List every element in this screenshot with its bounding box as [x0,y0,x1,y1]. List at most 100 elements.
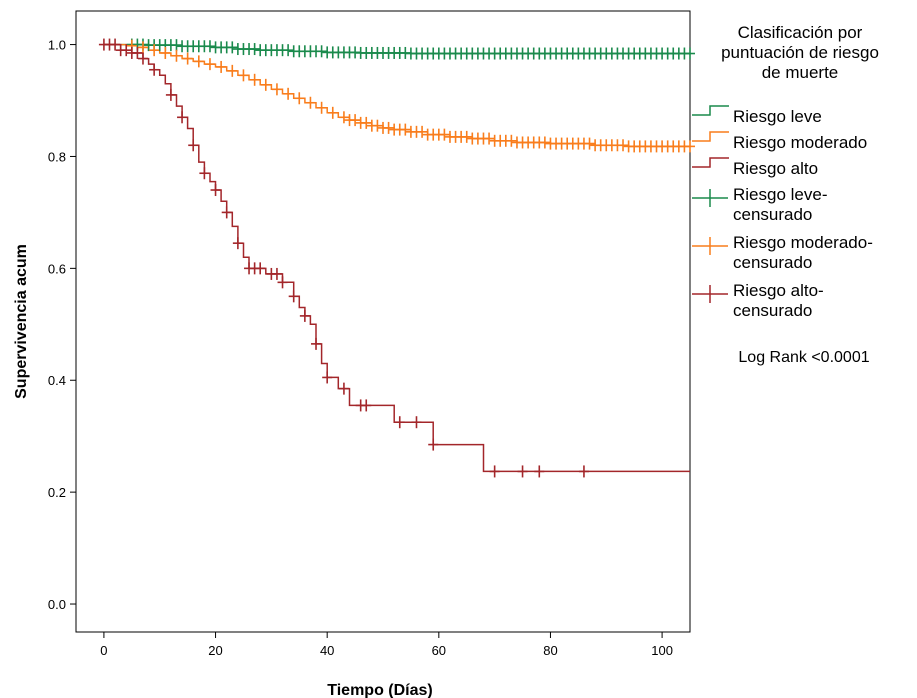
censor-mark [517,465,528,478]
censor-mark [137,52,148,65]
censor-mark [411,416,422,429]
legend-label: Riesgo leve [733,107,822,126]
censor-mark [685,47,695,60]
censor-mark [232,237,243,250]
censor-mark [137,41,148,54]
censor-mark [271,267,282,280]
legend-label: Riesgo moderado- [733,233,873,252]
censor-mark [584,137,595,150]
y-tick-label: 0.2 [48,485,66,500]
censor-mark [288,290,299,303]
censor-mark [372,119,383,132]
legend-entry: Riesgo leve-censurado [692,185,828,224]
legend-label: censurado [733,205,812,224]
censor-mark [121,44,132,57]
censor-mark [216,60,227,73]
censor-mark [238,69,249,82]
censor-mark [539,136,550,149]
censor-mark [204,40,215,53]
censor-mark [199,167,210,180]
censor-mark [204,58,215,71]
legend-swatch [692,131,729,142]
legend-entry: Riesgo alto-censurado [692,281,824,320]
legend-entry: Riesgo moderado-censurado [692,233,873,272]
censor-mark [255,262,266,275]
y-tick-label: 1.0 [48,38,66,53]
legend-entry: Riesgo alto [692,157,818,178]
censor-mark [461,130,472,143]
censor-mark [283,44,294,57]
x-axis-title: Tiempo (Días) [327,682,433,698]
censor-mark [383,121,394,134]
x-tick-label: 40 [320,643,334,658]
x-tick-label: 60 [432,643,446,658]
x-tick-label: 80 [543,643,557,658]
legend-swatch [692,157,729,168]
censor-mark [534,465,545,478]
legend-entry: Riesgo moderado [692,131,867,152]
y-axis: 0.0 0.2 0.4 0.6 0.8 1.0 [48,38,76,612]
censor-mark [110,38,121,51]
censor-mark [400,123,411,136]
plot-area [75,10,691,633]
x-tick-label: 100 [651,643,673,658]
censor-mark [160,46,171,59]
censor-mark [428,438,439,451]
censor-mark [193,55,204,68]
censor-mark [338,111,349,124]
censor-mark [311,337,322,350]
censor-mark [361,399,372,412]
y-tick-label: 0.0 [48,597,66,612]
censor-mark [294,92,305,105]
legend-title: Clasificación por [738,23,863,42]
y-tick-label: 0.8 [48,149,66,164]
censor-mark [188,139,199,152]
legend-label: Riesgo alto [733,159,818,178]
censor-mark [489,465,500,478]
censor-mark [132,46,143,59]
censor-mark [165,88,176,101]
legend-title: puntuación de riesgo [721,43,879,62]
y-tick-label: 0.6 [48,261,66,276]
censor-marks [98,38,695,478]
legend-title: de muerte [762,63,839,82]
censor-mark [685,140,695,153]
censor-mark [260,78,271,91]
censor-mark [417,125,428,138]
censor-mark [182,52,193,65]
censor-mark [171,49,182,62]
censor-mark [149,63,160,76]
censor-mark [299,309,310,322]
censor-mark [271,83,282,96]
censor-mark [484,132,495,145]
censor-mark [305,96,316,109]
legend-label: censurado [733,301,812,320]
legend-label: Riesgo leve- [733,185,828,204]
censor-mark [221,206,232,219]
censor-mark [210,184,221,197]
censor-mark [316,101,327,114]
censor-mark [578,465,589,478]
legend-swatch [692,105,729,116]
censor-mark [361,116,372,129]
censor-mark [394,416,405,429]
censor-mark [338,382,349,395]
censor-mark [506,134,517,147]
censor-mark [439,128,450,141]
censor-mark [171,39,182,52]
log-rank-annotation: Log Rank <0.0001 [738,349,869,366]
censor-mark [277,276,288,289]
censor-mark [227,41,238,54]
x-axis: 0 20 40 60 80 100 [100,632,673,658]
censor-mark [283,87,294,100]
legend-label: censurado [733,253,812,272]
censor-mark [322,371,333,384]
legend-entry: Riesgo leve [692,105,822,126]
legend-label: Riesgo alto- [733,281,824,300]
censor-mark [249,43,260,56]
censor-mark [227,64,238,77]
censor-mark [149,44,160,57]
censor-mark [249,73,260,86]
